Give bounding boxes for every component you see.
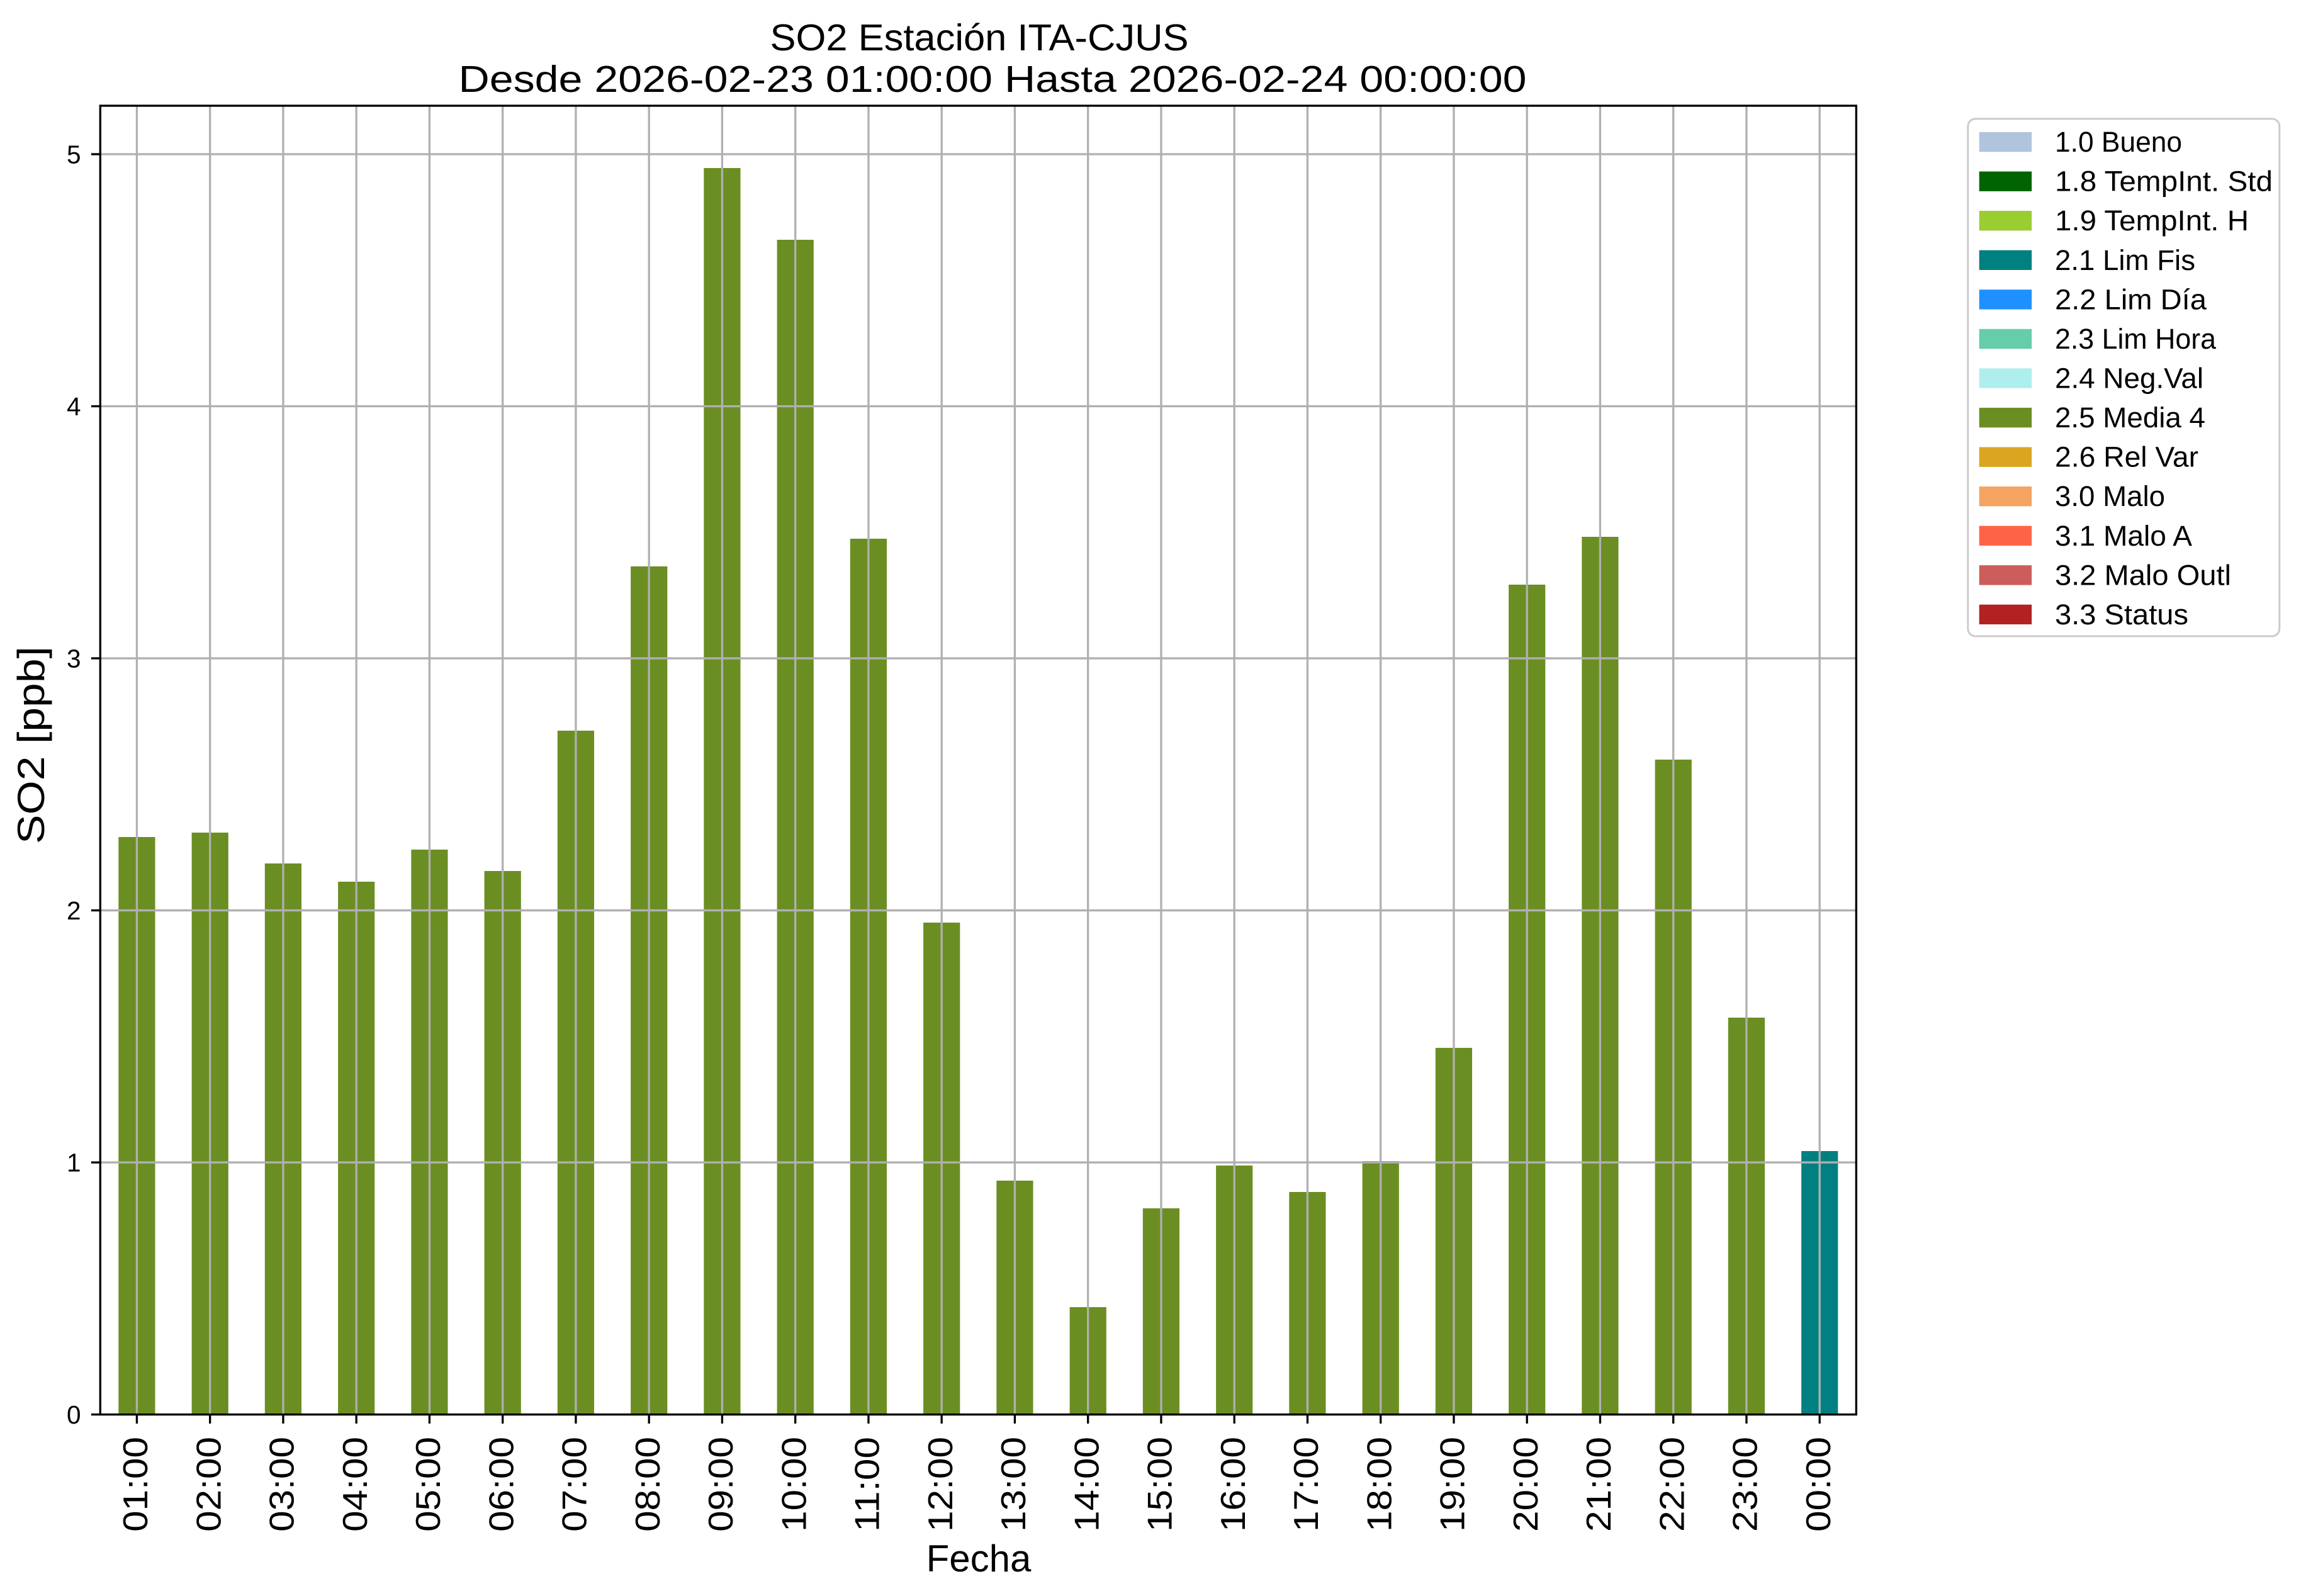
- svg-text:23:00: 23:00: [1726, 1437, 1765, 1532]
- svg-text:2.5 Media 4: 2.5 Media 4: [2055, 402, 2205, 434]
- svg-text:Fecha: Fecha: [926, 1537, 1032, 1580]
- svg-text:15:00: 15:00: [1141, 1437, 1179, 1532]
- svg-text:08:00: 08:00: [629, 1437, 667, 1532]
- svg-text:2.6 Rel Var: 2.6 Rel Var: [2055, 441, 2198, 473]
- svg-text:2: 2: [67, 896, 81, 925]
- svg-text:2.3 Lim Hora: 2.3 Lim Hora: [2055, 323, 2217, 355]
- svg-text:04:00: 04:00: [336, 1437, 374, 1532]
- svg-text:4: 4: [67, 392, 81, 421]
- svg-text:10:00: 10:00: [775, 1437, 814, 1532]
- svg-text:05:00: 05:00: [409, 1437, 447, 1532]
- svg-text:07:00: 07:00: [556, 1437, 594, 1532]
- svg-text:3.3 Status: 3.3 Status: [2055, 598, 2188, 631]
- svg-text:01:00: 01:00: [116, 1437, 155, 1532]
- svg-text:09:00: 09:00: [702, 1437, 740, 1532]
- svg-text:2.2 Lim Día: 2.2 Lim Día: [2055, 283, 2207, 315]
- svg-text:1.0 Bueno: 1.0 Bueno: [2055, 126, 2182, 158]
- svg-text:21:00: 21:00: [1580, 1437, 1618, 1532]
- svg-text:2.1 Lim Fis: 2.1 Lim Fis: [2055, 244, 2195, 276]
- svg-text:1.8 TempInt. Std: 1.8 TempInt. Std: [2055, 166, 2273, 198]
- svg-text:1.9 TempInt. H: 1.9 TempInt. H: [2055, 205, 2249, 237]
- svg-text:17:00: 17:00: [1287, 1437, 1325, 1532]
- svg-text:3.1 Malo A: 3.1 Malo A: [2055, 520, 2192, 552]
- svg-text:SO2 Estación ITA-CJUS: SO2 Estación ITA-CJUS: [770, 17, 1189, 59]
- svg-text:14:00: 14:00: [1068, 1437, 1106, 1532]
- svg-text:18:00: 18:00: [1361, 1437, 1399, 1532]
- svg-text:02:00: 02:00: [190, 1437, 228, 1532]
- svg-text:5: 5: [67, 140, 81, 169]
- svg-text:2.4 Neg.Val: 2.4 Neg.Val: [2055, 362, 2203, 395]
- svg-text:22:00: 22:00: [1653, 1437, 1692, 1532]
- svg-text:12:00: 12:00: [921, 1437, 960, 1532]
- svg-text:0: 0: [67, 1400, 81, 1429]
- svg-text:20:00: 20:00: [1507, 1437, 1545, 1532]
- svg-text:1: 1: [67, 1149, 81, 1177]
- svg-text:3.0 Malo: 3.0 Malo: [2055, 480, 2165, 512]
- svg-text:03:00: 03:00: [263, 1437, 301, 1532]
- svg-text:13:00: 13:00: [994, 1437, 1033, 1532]
- svg-text:11:00: 11:00: [848, 1437, 887, 1532]
- svg-text:00:00: 00:00: [1799, 1437, 1838, 1532]
- svg-text:Desde 2026-02-23 01:00:00 Hast: Desde 2026-02-23 01:00:00 Hasta 2026-02-…: [459, 59, 1527, 100]
- svg-text:SO2 [ppb]: SO2 [ppb]: [10, 646, 52, 844]
- svg-text:16:00: 16:00: [1214, 1437, 1252, 1532]
- svg-text:06:00: 06:00: [483, 1437, 521, 1532]
- svg-text:19:00: 19:00: [1434, 1437, 1472, 1532]
- svg-text:3: 3: [67, 644, 81, 673]
- svg-text:3.2 Malo Outl: 3.2 Malo Outl: [2055, 559, 2231, 591]
